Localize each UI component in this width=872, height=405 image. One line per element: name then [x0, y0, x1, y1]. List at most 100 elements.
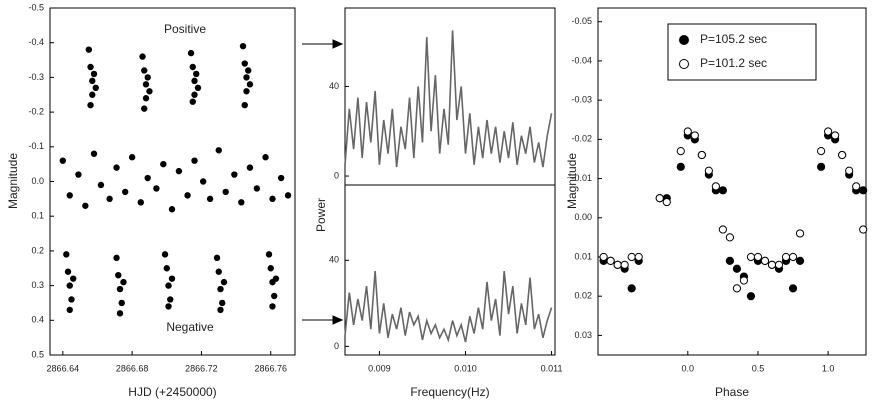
point	[634, 252, 643, 262]
point	[711, 182, 720, 191]
point	[676, 147, 685, 156]
point	[189, 98, 196, 105]
point	[284, 192, 292, 199]
point	[82, 202, 89, 209]
point	[277, 174, 285, 182]
point	[90, 150, 98, 157]
point	[704, 166, 713, 175]
point	[774, 260, 784, 269]
point	[246, 164, 254, 171]
point	[746, 292, 756, 301]
x-tick-label: 2866.76	[254, 363, 287, 373]
x-tick-label: 0.0	[682, 363, 695, 373]
point	[142, 95, 150, 102]
point	[141, 105, 148, 112]
point	[760, 256, 770, 265]
point	[191, 91, 198, 98]
point	[168, 206, 176, 213]
panel-frame	[344, 7, 556, 356]
point	[676, 162, 685, 171]
point	[246, 81, 254, 88]
point	[165, 303, 172, 310]
point	[118, 299, 125, 307]
point	[160, 160, 167, 168]
point	[161, 251, 169, 258]
y-tick-label: -0.5	[28, 2, 44, 12]
point	[206, 195, 214, 203]
point	[199, 178, 207, 185]
point	[217, 306, 224, 314]
point	[215, 268, 222, 275]
point	[271, 292, 278, 300]
point	[167, 296, 174, 303]
point	[63, 251, 70, 258]
y-tick-label: -0.4	[28, 37, 44, 47]
point	[241, 60, 248, 67]
point	[66, 282, 73, 289]
x-tick-label: 0.5	[752, 363, 765, 373]
y-tick-label: 0.00	[574, 212, 592, 222]
point	[697, 150, 706, 160]
point	[87, 101, 94, 109]
point	[115, 271, 122, 279]
point	[153, 185, 160, 192]
point	[725, 233, 734, 242]
point	[253, 185, 261, 192]
point	[146, 88, 153, 95]
point	[613, 260, 622, 269]
arrow-head	[332, 39, 344, 49]
point	[662, 197, 671, 207]
point	[194, 84, 202, 92]
point	[90, 70, 98, 78]
point	[121, 188, 129, 196]
point	[746, 252, 756, 262]
point	[272, 275, 280, 282]
y-tick-label: -0.03	[571, 95, 592, 105]
y-tick-label: 0.02	[574, 291, 592, 301]
point	[165, 282, 172, 289]
point	[137, 199, 144, 206]
point	[187, 49, 195, 57]
point	[163, 265, 170, 272]
point	[215, 147, 222, 154]
y-tick-label: 0	[334, 341, 339, 351]
x-tick-label: 2866.68	[116, 363, 149, 373]
x-tick-label: 0.009	[368, 363, 391, 373]
x-tick-label: 1.0	[822, 363, 835, 373]
point	[144, 74, 151, 81]
arrow-head	[332, 315, 344, 325]
point	[739, 276, 749, 285]
legend-box	[667, 23, 817, 81]
y-tick-label: 0.2	[31, 245, 44, 255]
point	[838, 150, 847, 160]
point	[68, 296, 75, 303]
point	[66, 192, 73, 199]
y-tick-label: -0.01	[571, 173, 592, 183]
point	[852, 182, 861, 191]
point	[239, 42, 247, 50]
point	[732, 284, 742, 293]
point	[141, 67, 148, 74]
legend-marker	[679, 35, 689, 45]
point	[191, 77, 198, 85]
point	[120, 278, 127, 286]
point	[767, 260, 777, 269]
point	[85, 46, 93, 53]
point	[831, 131, 840, 140]
point	[269, 195, 276, 203]
point	[66, 306, 73, 314]
x-tick-label: 2866.72	[185, 363, 218, 373]
point	[599, 252, 608, 262]
y-tick-label: -0.1	[28, 141, 44, 151]
point	[732, 264, 742, 273]
y-tick-label: 0.03	[574, 330, 592, 340]
y-tick-label: 0.4	[31, 315, 44, 325]
point	[193, 70, 200, 78]
point	[788, 252, 798, 262]
point	[189, 63, 196, 71]
y-tick-label: 0.3	[31, 280, 44, 290]
point	[824, 127, 833, 136]
y-tick-label: -0.02	[571, 134, 592, 144]
point	[243, 74, 250, 81]
